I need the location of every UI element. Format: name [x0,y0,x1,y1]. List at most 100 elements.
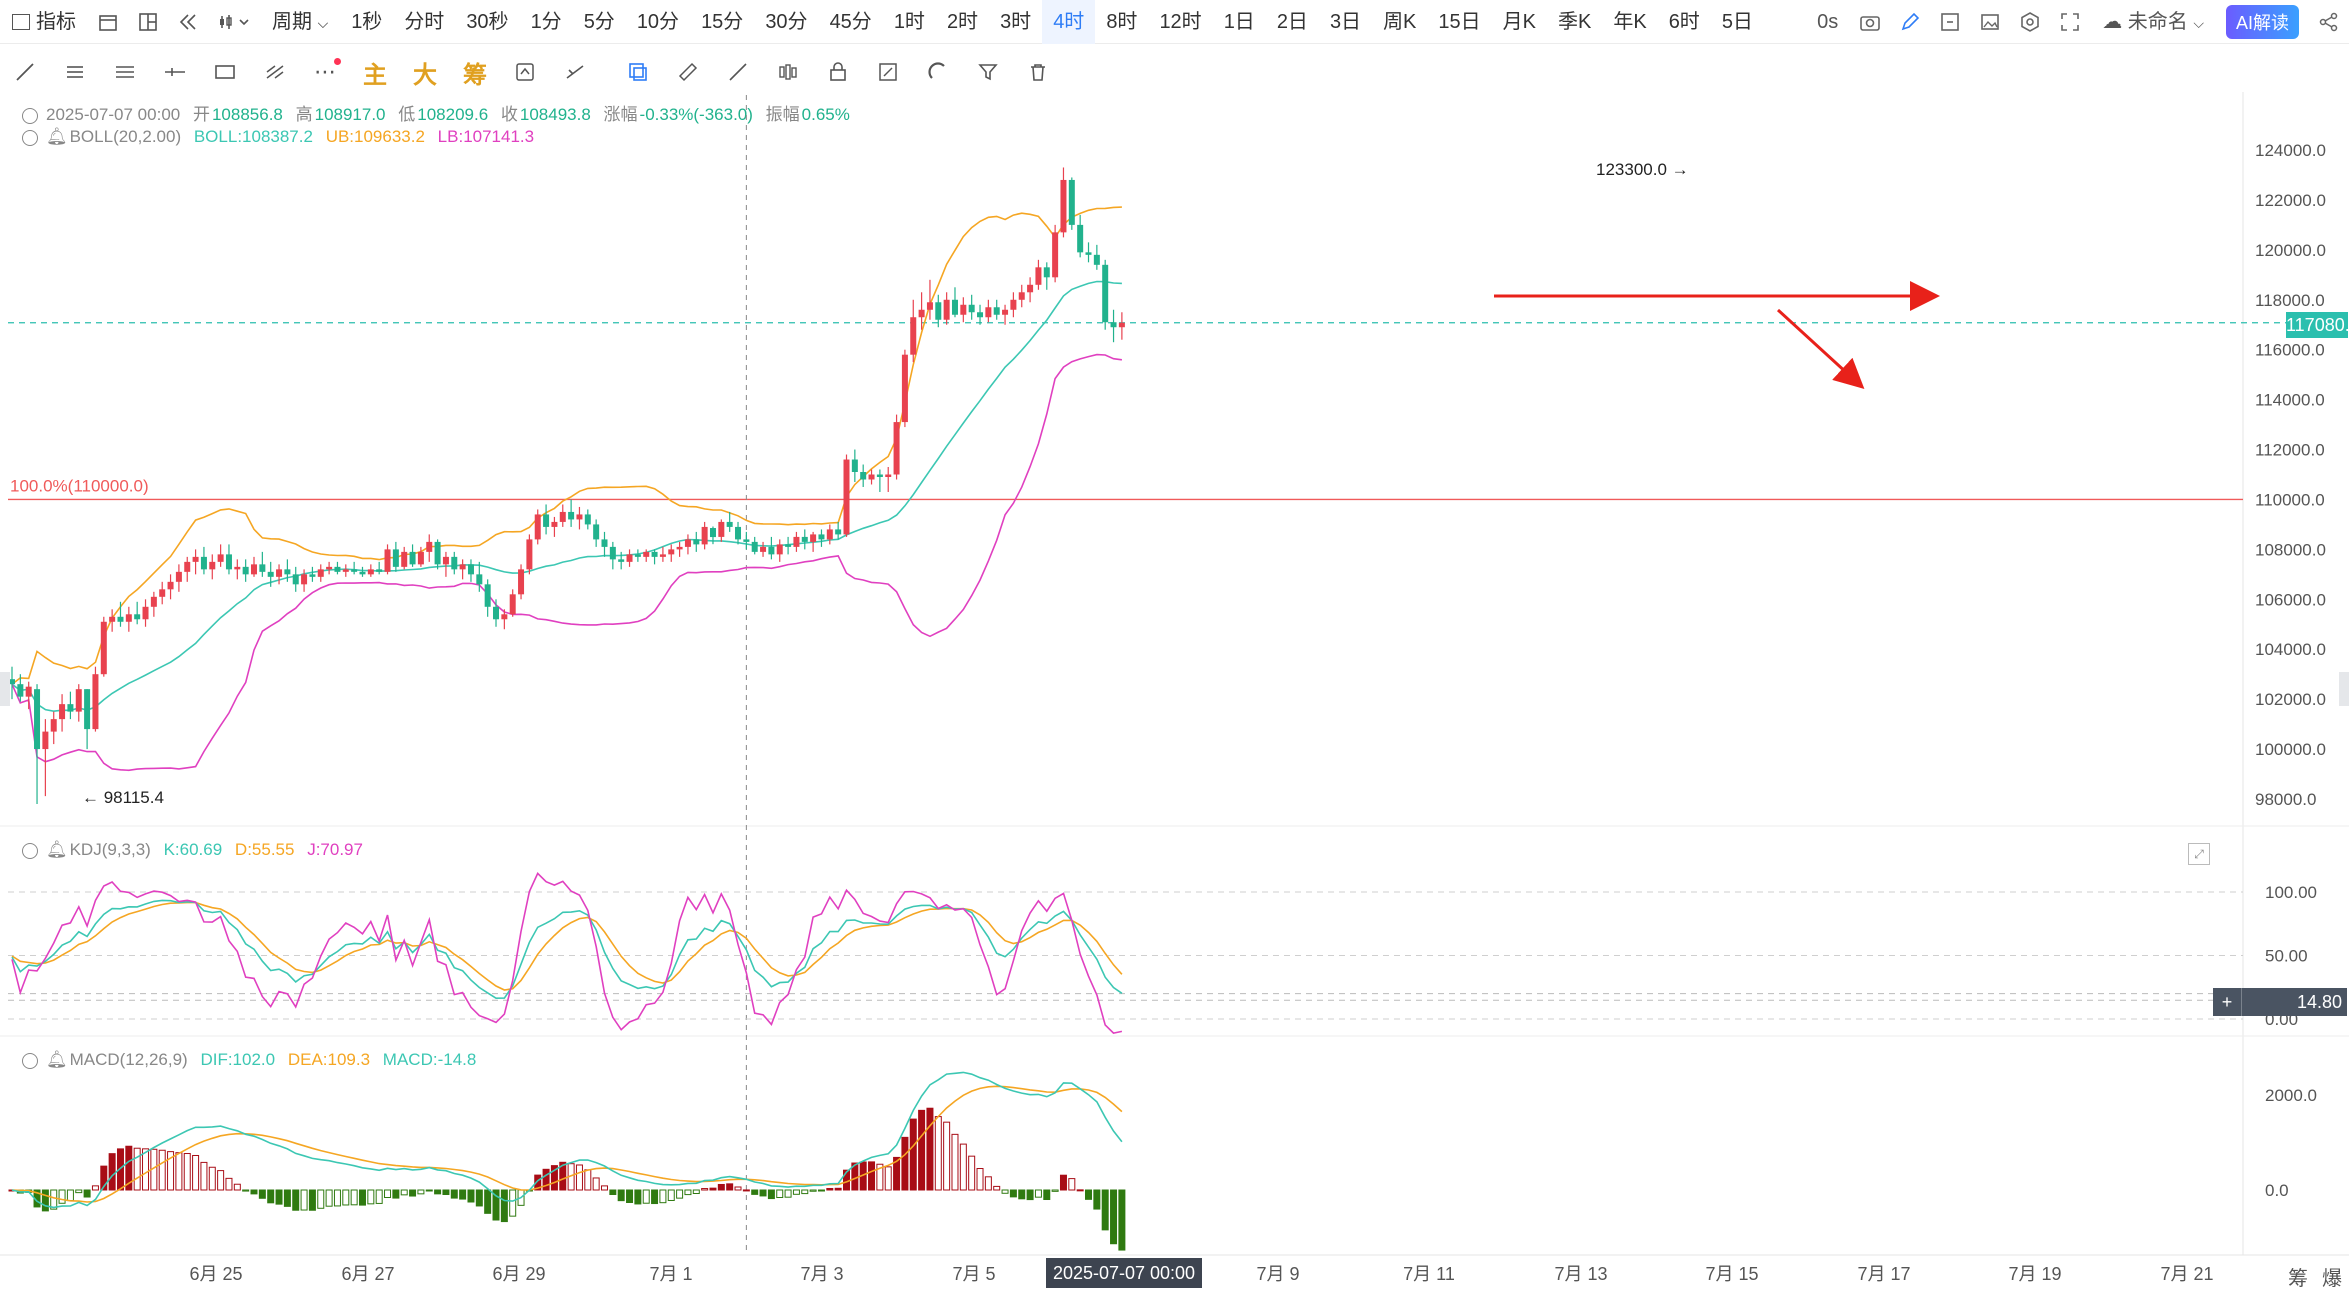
rectangle-icon[interactable] [211,58,239,86]
macd-bar [734,1186,742,1191]
right-collapse-handle[interactable] [2339,672,2349,706]
period-tab[interactable]: 12时 [1159,10,1202,33]
period-tab[interactable]: 8时 [1106,10,1138,33]
bell-icon[interactable]: 🔔︎ [46,840,68,859]
period-tab[interactable]: 年K [1613,10,1647,33]
macd-bar [509,1189,517,1217]
lock-icon[interactable] [824,58,852,86]
fib-icon[interactable] [261,58,289,86]
macd-bar [626,1189,634,1203]
macd-histogram [8,1107,1126,1251]
collapse-icon[interactable] [22,842,38,859]
filter-icon[interactable] [974,58,1002,86]
edit-icon[interactable] [874,58,902,86]
bell-icon[interactable]: 🔔︎ [46,127,68,146]
candle-body [676,546,683,550]
expand-pane-icon[interactable]: ⤢ [2188,843,2210,865]
layout-name-dropdown[interactable]: ☁ 未命名 ⌵ [2102,11,2204,33]
image-icon[interactable] [1978,10,2002,34]
big-order-button[interactable]: 大 [413,61,437,89]
period-tab[interactable]: 30秒 [466,10,509,33]
candle-body [684,539,691,547]
price-axis-label: 98000.0 [2255,790,2316,809]
line-tool-icon[interactable] [11,58,39,86]
period-tab[interactable]: 1时 [893,10,925,33]
brush-icon[interactable] [724,58,752,86]
period-tab[interactable]: 15日 [1438,10,1481,33]
period-tab[interactable]: 月K [1502,10,1536,33]
chip-button[interactable]: 筹 [463,61,487,89]
sync-icon[interactable] [511,58,539,86]
collapse-icon[interactable] [22,1052,38,1069]
candle-body [576,514,583,520]
macd-bar [1043,1189,1051,1201]
period-tab[interactable]: 15分 [701,10,744,33]
macd-bar [208,1166,216,1191]
period-tab[interactable]: 4时 [1042,0,1096,44]
price-axis-label: 102000.0 [2255,690,2326,709]
period-tab[interactable]: 季K [1558,10,1592,33]
calendar-icon[interactable] [96,10,120,34]
settings-icon[interactable] [2018,10,2042,34]
boll-upper-line [11,206,1122,685]
x-axis-label: 7月 3 [800,1264,843,1284]
x-axis-label: 6月 25 [189,1264,242,1284]
period-dropdown[interactable]: 周期 ⌵ [272,10,329,33]
period-tab[interactable]: 周K [1383,10,1417,33]
period-tab[interactable]: 5分 [583,10,615,33]
period-tab[interactable]: 1分 [530,10,562,33]
candles-icon[interactable] [774,58,802,86]
period-tab[interactable]: 5日 [1721,10,1753,33]
macd-bar [342,1189,350,1206]
collapse-icon[interactable] [22,107,38,124]
kdj-axis-label: 50.00 [2265,947,2308,966]
period-tab[interactable]: 6时 [1668,10,1700,33]
macd-bar [242,1189,250,1192]
horizontal-lines-icon[interactable] [111,58,139,86]
magnet-icon[interactable] [924,58,952,86]
period-tab[interactable]: 2日 [1276,10,1308,33]
period-tab[interactable]: 10分 [636,10,680,33]
refresh-timer[interactable]: 0s [1817,11,1839,33]
period-tab[interactable]: 3日 [1329,10,1362,33]
period-tab[interactable]: 45分 [829,10,872,33]
share-icon[interactable] [2317,10,2341,34]
layout-icon[interactable] [136,10,160,34]
chip-tool[interactable]: 筹 [2288,1268,2308,1290]
macd-bar [367,1189,375,1205]
period-tab[interactable]: 分时 [404,10,445,33]
macd-bar [851,1162,859,1191]
trash-icon[interactable] [1024,58,1052,86]
collapse-icon[interactable] [22,129,38,146]
replay-icon[interactable] [176,10,200,34]
add-window-icon[interactable] [1938,10,1962,34]
candle-body [534,514,541,540]
burst-tool[interactable]: 爆 [2322,1268,2342,1290]
pen-icon[interactable] [1898,10,1922,34]
period-tab[interactable]: 1日 [1223,10,1255,33]
period-tab[interactable]: 2时 [946,10,979,33]
horizontal-ray-icon[interactable] [161,58,189,86]
period-tab[interactable]: 3时 [1000,10,1032,33]
period-tab[interactable]: 30分 [765,10,808,33]
chart-type-icon[interactable] [216,10,252,34]
more-tools-icon[interactable]: ⋯ [311,58,341,86]
ai-interpret-button[interactable]: AI解读 [2225,5,2299,39]
period-tab[interactable]: 1秒 [351,10,383,33]
macd-bar [767,1189,775,1200]
add-alert-icon[interactable]: + [2213,988,2242,1016]
indicator-button[interactable]: 指标 [0,0,88,44]
parallel-lines-icon[interactable] [61,58,89,86]
measure-icon[interactable] [561,58,589,86]
macd-bar [158,1149,166,1191]
candle-body [34,689,41,750]
camera-icon[interactable] [1858,10,1882,34]
main-indicator-button[interactable]: 主 [363,61,387,89]
ruler-icon[interactable] [674,58,702,86]
left-collapse-handle[interactable] [0,672,10,706]
bell-icon[interactable]: 🔔︎ [46,1050,68,1069]
macd-bar [984,1176,992,1191]
copy-icon[interactable] [624,58,652,86]
fullscreen-icon[interactable] [2058,10,2082,34]
